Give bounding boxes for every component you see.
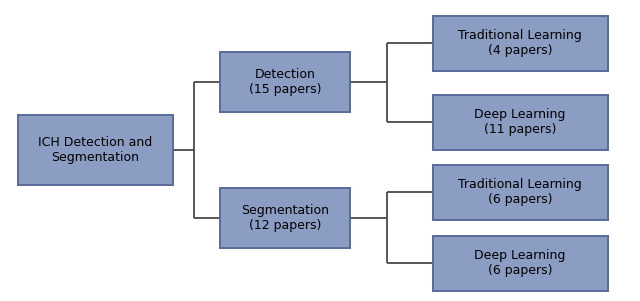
Text: ICH Detection and
Segmentation: ICH Detection and Segmentation [38,136,152,164]
FancyBboxPatch shape [433,15,607,70]
Text: Segmentation
(12 papers): Segmentation (12 papers) [241,204,329,232]
FancyBboxPatch shape [433,235,607,290]
Text: Deep Learning
(6 papers): Deep Learning (6 papers) [474,249,566,277]
FancyBboxPatch shape [433,95,607,150]
FancyBboxPatch shape [17,115,173,185]
Text: Deep Learning
(11 papers): Deep Learning (11 papers) [474,108,566,136]
Text: Traditional Learning
(4 papers): Traditional Learning (4 papers) [458,29,582,57]
Text: Traditional Learning
(6 papers): Traditional Learning (6 papers) [458,178,582,206]
FancyBboxPatch shape [220,188,350,248]
FancyBboxPatch shape [220,52,350,112]
Text: Detection
(15 papers): Detection (15 papers) [249,68,321,96]
FancyBboxPatch shape [433,165,607,219]
